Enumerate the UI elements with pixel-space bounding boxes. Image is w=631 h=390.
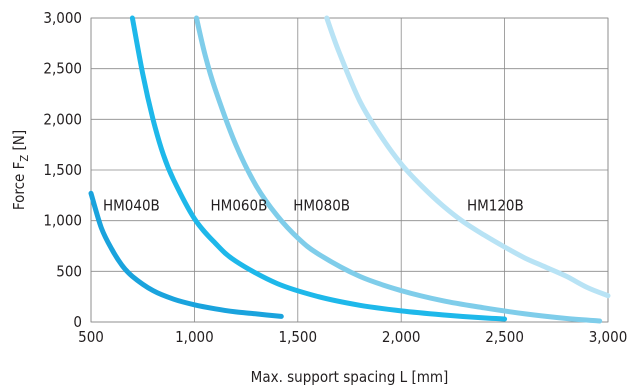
series-label-hm060b: HM060B xyxy=(211,196,268,214)
y-axis-label: Force FZ [N] xyxy=(10,130,31,210)
y-tick-label: 1,500 xyxy=(43,161,82,179)
y-axis-label-unit: [N] xyxy=(10,130,28,155)
y-tick-label: 500 xyxy=(56,262,82,280)
series-label-hm080b: HM080B xyxy=(293,196,350,214)
series-line-hm120b xyxy=(324,15,611,299)
x-tick-label: 500 xyxy=(78,328,104,346)
series-line-hm060b xyxy=(129,15,508,322)
series-label-hm120b: HM120B xyxy=(467,196,524,214)
x-tick-label: 2,000 xyxy=(382,328,421,346)
series-line-hm080b xyxy=(194,15,603,324)
x-tick-label: 2,500 xyxy=(485,328,524,346)
grid xyxy=(90,17,609,323)
x-tick-label: 1,000 xyxy=(175,328,214,346)
y-tick-label: 2,000 xyxy=(43,110,82,128)
series-labels: HM040B HM060B HM080B HM120B xyxy=(103,196,524,214)
y-tick-label: 1,000 xyxy=(43,212,82,230)
x-tick-labels: 500 1,000 1,500 2,000 2,500 3,000 xyxy=(78,328,627,346)
series-label-hm040b: HM040B xyxy=(103,196,160,214)
y-tick-label: 0 xyxy=(73,313,82,331)
series-line-hm040b xyxy=(88,190,284,319)
x-tick-label: 3,000 xyxy=(589,328,628,346)
plot-frame xyxy=(90,17,609,323)
y-axis-label-main: Force F xyxy=(10,162,28,210)
y-tick-label: 2,500 xyxy=(43,60,82,78)
y-tick-labels: 0 500 1,000 1,500 2,000 2,500 3,000 xyxy=(43,9,82,331)
y-tick-label: 3,000 xyxy=(43,9,82,27)
series-lines xyxy=(88,15,611,324)
x-axis-label: Max. support spacing L [mm] xyxy=(251,368,449,386)
y-axis-label-sub: Z xyxy=(18,155,31,162)
x-tick-label: 1,500 xyxy=(278,328,317,346)
